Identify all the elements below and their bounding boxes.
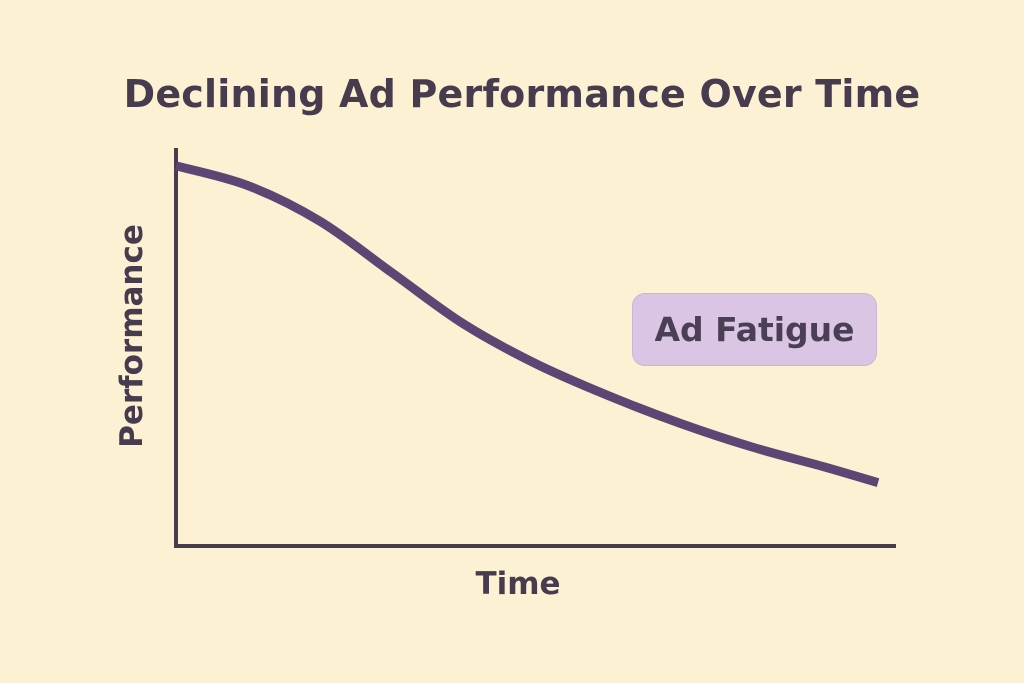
annotation-label: Ad Fatigue: [654, 310, 855, 349]
series-line: [174, 161, 880, 487]
data-point: [532, 360, 540, 368]
data-point: [388, 269, 396, 277]
chart-title: Declining Ad Performance Over Time: [123, 72, 921, 116]
data-point: [244, 182, 252, 190]
x-axis-label: Time: [475, 566, 561, 602]
data-point: [748, 443, 756, 451]
data-point: [460, 320, 468, 328]
data-point: [172, 162, 180, 170]
ad-fatigue-annotation: Ad Fatigue: [632, 293, 877, 366]
y-axis-label: Performance: [114, 224, 150, 448]
data-point: [316, 217, 324, 225]
data-point: [604, 392, 612, 400]
data-point: [820, 463, 828, 471]
data-point: [874, 479, 882, 487]
data-point: [676, 419, 684, 427]
